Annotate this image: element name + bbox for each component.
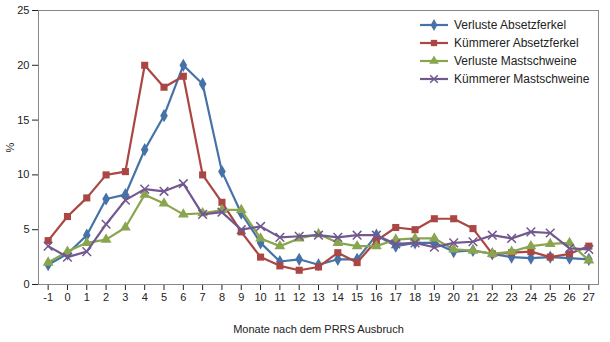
svg-text:0: 0 — [23, 278, 29, 290]
svg-text:-1: -1 — [43, 291, 53, 303]
svg-text:%: % — [4, 142, 16, 152]
html-text:Kümmerer Mastschweine: Kümmerer Mastschweine — [454, 72, 590, 86]
svg-text:9: 9 — [238, 291, 244, 303]
svg-text:10: 10 — [254, 291, 266, 303]
svg-text:3: 3 — [122, 291, 128, 303]
svg-text:6: 6 — [180, 291, 186, 303]
svg-text:22: 22 — [486, 291, 498, 303]
svg-text:26: 26 — [563, 291, 575, 303]
svg-text:1: 1 — [84, 291, 90, 303]
svg-text:21: 21 — [467, 291, 479, 303]
svg-text:27: 27 — [583, 291, 595, 303]
svg-text:15: 15 — [17, 114, 29, 126]
html-text:Verluste Absetzferkel: Verluste Absetzferkel — [454, 18, 567, 32]
svg-text:11: 11 — [274, 291, 285, 303]
svg-text:0: 0 — [64, 291, 70, 303]
svg-text:2: 2 — [103, 291, 109, 303]
svg-text:23: 23 — [505, 291, 517, 303]
svg-text:7: 7 — [200, 291, 206, 303]
svg-text:14: 14 — [332, 291, 344, 303]
svg-text:24: 24 — [525, 291, 537, 303]
svg-text:25: 25 — [17, 4, 29, 16]
svg-text:5: 5 — [23, 223, 29, 235]
html-text:Kümmerer Absetzferkel: Kümmerer Absetzferkel — [454, 36, 579, 50]
svg-text:12: 12 — [293, 291, 305, 303]
svg-text:19: 19 — [428, 291, 440, 303]
svg-text:15: 15 — [351, 291, 363, 303]
svg-text:18: 18 — [409, 291, 421, 303]
svg-text:20: 20 — [448, 291, 460, 303]
svg-text:25: 25 — [544, 291, 556, 303]
svg-text:16: 16 — [370, 291, 382, 303]
html-text:Verluste Mastschweine: Verluste Mastschweine — [454, 54, 577, 68]
svg-text:8: 8 — [219, 291, 225, 303]
svg-text:Monate nach dem PRRS Ausbruch: Monate nach dem PRRS Ausbruch — [233, 323, 404, 335]
svg-text:20: 20 — [17, 59, 29, 71]
svg-text:10: 10 — [17, 168, 29, 180]
svg-text:13: 13 — [312, 291, 324, 303]
svg-text:5: 5 — [161, 291, 167, 303]
svg-text:4: 4 — [142, 291, 148, 303]
svg-text:17: 17 — [390, 291, 402, 303]
